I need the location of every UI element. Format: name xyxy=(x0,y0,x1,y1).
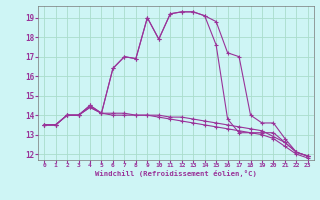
X-axis label: Windchill (Refroidissement éolien,°C): Windchill (Refroidissement éolien,°C) xyxy=(95,170,257,177)
